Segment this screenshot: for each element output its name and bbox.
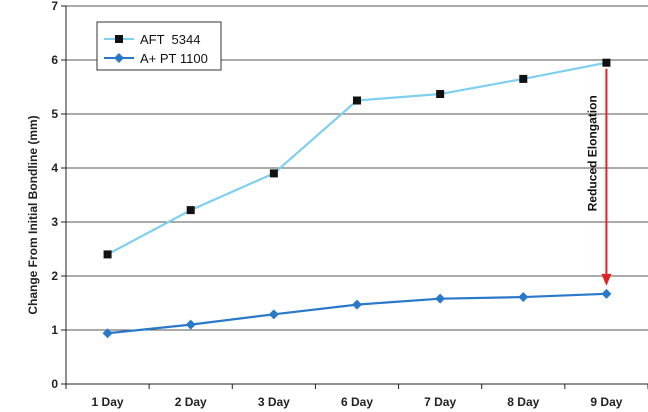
x-tick-label: 3 Day (258, 395, 290, 409)
annotation-arrowhead (601, 273, 612, 286)
data-point-diamond (185, 319, 196, 330)
y-tick-label: 6 (51, 53, 58, 67)
x-tick-label: 6 Day (341, 395, 373, 409)
annotation-layer: Reduced Elongation (585, 68, 612, 286)
y-axis-title: Change From Initial Bondline (mm) (26, 115, 40, 314)
data-point-square (186, 206, 195, 215)
y-tick-label: 0 (51, 377, 58, 391)
data-point-square (436, 90, 445, 99)
legend-label-aft: AFT 5344 (140, 32, 200, 47)
legend-box (96, 21, 222, 71)
legend: AFT 5344 A+ PT 1100 (96, 21, 222, 71)
series-line (107, 61, 607, 256)
y-tick-label: 5 (51, 107, 58, 121)
series-layer (102, 58, 612, 339)
data-point-diamond (601, 288, 612, 299)
data-point-square (519, 74, 528, 83)
data-point-diamond (435, 293, 446, 304)
data-point-diamond (518, 292, 529, 303)
data-point-square (103, 250, 112, 259)
legend-marker-apt (114, 53, 124, 63)
data-point-diamond (102, 328, 113, 339)
legend-label-apt: A+ PT 1100 (140, 51, 208, 66)
x-tick-label: 1 Day (92, 395, 124, 409)
x-tick-label: 8 Day (507, 395, 539, 409)
y-tick-label: 2 (51, 269, 58, 283)
annotation-label: Reduced Elongation (585, 95, 599, 211)
y-tick-label: 1 (51, 323, 58, 337)
legend-marker-aft (115, 35, 123, 43)
axes: 0 1 2 3 4 5 6 7 1 Day 2 Day 3 Day 6 Day 7 Day 8 Day 9 … (51, 0, 648, 409)
data-point-square (269, 169, 278, 178)
x-tick-label: 7 Day (424, 395, 456, 409)
x-tick-label: 2 Day (175, 395, 207, 409)
x-tick-label: 9 Day (590, 395, 622, 409)
y-tick-label: 3 (51, 215, 58, 229)
y-tick-label: 7 (51, 0, 58, 13)
y-tick-label: 4 (51, 161, 58, 175)
data-point-diamond (268, 309, 279, 320)
data-point-square (353, 96, 361, 105)
data-point-square (602, 58, 611, 67)
data-point-diamond (352, 299, 362, 310)
